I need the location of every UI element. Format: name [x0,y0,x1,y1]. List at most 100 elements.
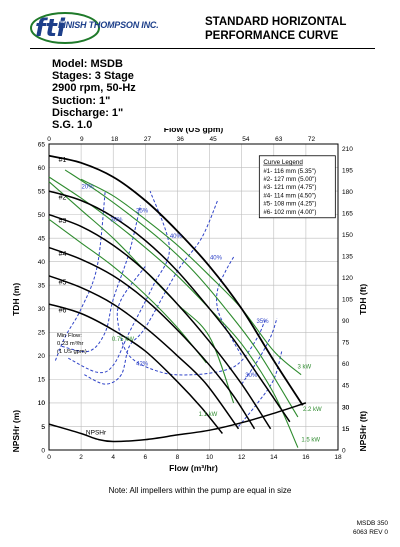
power-label: 1.5 kW [301,438,320,444]
x-top-tick-label: 45 [209,136,217,143]
spec-speed: 2900 rpm, 50-Hz [52,82,136,95]
head-curve [48,154,304,406]
y-right-tick-label: 195 [342,167,353,174]
efficiency-label: 35% [136,208,149,214]
y-right-tick-label: 150 [342,232,353,239]
npshr-curve [48,402,307,443]
efficiency-label: 30% [245,373,258,379]
pump-specs: Model: MSDB Stages: 3 Stage 2900 rpm, 50… [52,58,136,131]
efficiency-curve [61,205,141,353]
y-right-tick-label: 105 [342,297,353,304]
y-right-tick-label: 45 [342,383,350,390]
brand-name: FINISH THOMPSON INC. [58,20,159,30]
y-lower-tick-label: 5 [41,424,45,431]
power-curve [48,218,207,364]
x-tick-label: 16 [302,454,310,461]
x-tick-label: 0 [47,454,51,461]
y-tick-label: 15 [38,377,46,384]
doc-id-line-2: 6063 REV 0 [352,529,388,536]
x-top-tick-label: 54 [242,136,250,143]
legend-entry: #4- 114 mm (4.50") [263,192,316,199]
curve-number-label: #4 [59,251,67,258]
x-tick-label: 4 [111,454,115,461]
y-tick-label: 50 [38,212,46,219]
efficiency-label: 42% [136,361,149,367]
y-tick-label: 60 [38,165,46,172]
x-tick-label: 6 [144,454,148,461]
y-tick-label: 35 [38,283,46,290]
x-top-tick-label: 18 [111,136,119,143]
npshr-label: NPSHr [86,429,107,436]
page-title: STANDARD HORIZONTAL PERFORMANCE CURVE [205,15,375,43]
x-top-tick-label: 27 [144,136,152,143]
y-tick-label: 5 [41,424,45,431]
y-tick-label: 25 [38,330,46,337]
y-right-lower-axis-label: NPSHr (ft) [358,411,368,452]
x-tick-label: 14 [270,454,278,461]
y-right-tick-label: 90 [342,318,350,325]
y-right-tick-label: 30 [342,404,350,411]
y-axis-label: TDH (m) [11,283,21,316]
y-right-tick-label: 15 [342,426,350,433]
y-right-tick-label: 75 [342,340,350,347]
spec-stages: Stages: 3 Stage [52,70,134,83]
y-tick-label: 40 [38,259,46,266]
y-lower-tick-label: 10 [38,400,46,407]
legend-entry: #3- 121 mm (4.75") [263,184,316,191]
y-tick-label: 30 [38,306,46,313]
title-line-1: STANDARD HORIZONTAL [205,16,347,28]
legend-entry: #6- 102 mm (4.00") [263,209,316,216]
legend-title: Curve Legend [263,159,303,166]
x-axis-label: Flow (m³/hr) [169,463,218,473]
x-tick-label: 12 [238,454,246,461]
curve-number-label: #1 [59,157,67,164]
spec-model: Model: MSDB [52,58,123,70]
x-tick-label: 10 [206,454,214,461]
y-right-lower-tick-label: 30 [342,404,350,411]
head-curve [48,190,291,423]
y-tick-label: 45 [38,235,46,242]
efficiency-curve [54,191,106,361]
finish-thompson-logo: fti [30,12,100,44]
min-flow-note: Min Flow: [57,333,82,339]
x-top-tick-label: 9 [80,136,84,143]
curve-number-label: #3 [59,218,67,225]
performance-chart: 0 2 4 6 8 10 12 14 16 18 Flow (m³/hr) 0 9 18 27 36 45 54 6… [11,128,368,473]
y-right-lower-tick-label: 15 [342,426,350,433]
header-divider [30,48,375,49]
y-tick-label: 20 [38,353,46,360]
x-top-tick-label: 0 [47,136,51,143]
x-top-tick-label: 36 [177,136,185,143]
spec-sg: S.G. 1.0 [52,119,93,132]
efficiency-label: 40% [210,255,223,261]
efficiency-curve [216,256,243,357]
legend-box [258,155,336,219]
curve-number-label: #2 [59,195,67,202]
efficiency-label: 20% [82,185,95,191]
x-tick-label: 8 [176,454,180,461]
curve-number-label: #5 [59,279,67,286]
power-curve [80,178,302,376]
spec-suction: Suction: 1" [52,94,111,107]
y-lower-tick-label: 0 [41,447,45,454]
efficiency-label: 40% [170,234,183,240]
y-tick-label: 65 [38,141,46,148]
y-lower-axis-label: NPSHr (m) [11,410,21,453]
power-label: 3 kW [297,365,311,371]
power-label: 1.1 kW [199,412,218,418]
legend-entry: #2- 127 mm (5.00") [263,176,316,183]
spec-discharge: Discharge: 1" [52,106,124,119]
min-flow-note: 0.23 m³/hr [57,341,83,347]
power-label: 0.75 kW [112,337,134,343]
y-right-tick-label: 120 [342,275,353,282]
x-tick-label: 2 [79,454,83,461]
x-top-tick-label: 63 [275,136,283,143]
y-tick-label: 55 [38,188,46,195]
x-top-axis-label: Flow (US gpm) [164,128,224,134]
x-top-tick-label: 72 [308,136,316,143]
head-curve [48,275,240,430]
legend-entry: #5- 108 mm (4.25") [263,201,316,208]
head-curve [48,246,256,430]
efficiency-label: 35% [257,319,270,325]
head-curve [48,303,223,434]
